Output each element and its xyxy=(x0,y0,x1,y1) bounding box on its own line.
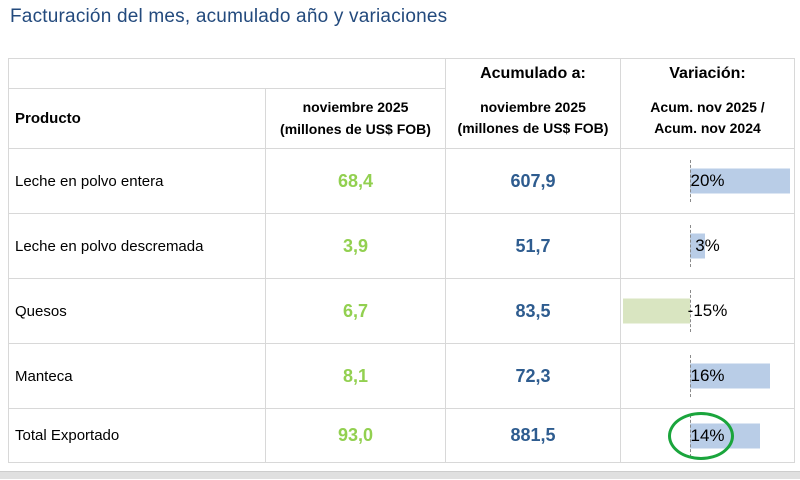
databar-axis xyxy=(690,225,692,267)
product-name: Quesos xyxy=(15,302,67,320)
header-variacion-sub: Acum. nov 2025 / Acum. nov 2024 xyxy=(620,88,795,149)
accumulated-value: 881,5 xyxy=(510,425,556,445)
accumulated-value: 607,9 xyxy=(510,170,556,191)
product-name-cell: Quesos xyxy=(8,278,266,344)
accumulated-value: 72,3 xyxy=(515,365,551,386)
month-value: 3,9 xyxy=(342,235,369,256)
databar xyxy=(690,363,771,389)
variation-cell: -15% xyxy=(620,278,795,344)
header-row-sub: Producto noviembre 2025 (millones de US$… xyxy=(8,88,795,149)
month-value: 6,7 xyxy=(342,300,369,321)
header-month: noviembre 2025 (millones de US$ FOB) xyxy=(265,88,446,149)
variation-cell: 16% xyxy=(620,343,795,409)
month-value: 93,0 xyxy=(337,425,374,445)
databar-axis xyxy=(690,160,692,202)
product-name-cell: Manteca xyxy=(8,343,266,409)
slide-bottom-edge xyxy=(0,471,800,479)
header-acumulado-title: Acumulado a: xyxy=(445,58,621,89)
acumulado-unit-label: (millones de US$ FOB) xyxy=(457,120,609,137)
highlight-circle xyxy=(667,411,734,460)
variation-cell: 3% xyxy=(620,213,795,279)
variation-value: -15% xyxy=(687,301,728,320)
acumulado-title-label: Acumulado a: xyxy=(480,64,586,82)
page-title: Facturación del mes, acumulado año y var… xyxy=(10,6,448,27)
databar xyxy=(690,168,790,194)
accumulated-value-cell: 72,3 xyxy=(445,343,621,409)
table-row: Quesos 6,7 83,5 -15% xyxy=(8,278,795,344)
header-acumulado-sub: noviembre 2025 (millones de US$ FOB) xyxy=(445,88,621,149)
databar xyxy=(690,233,706,259)
table-row: Leche en polvo entera 68,4 607,9 20% xyxy=(8,148,795,214)
month-value-cell: 8,1 xyxy=(265,343,446,409)
header-variacion-title: Variación: xyxy=(620,58,795,89)
month-value: 8,1 xyxy=(342,365,369,386)
variacion-title-label: Variación: xyxy=(669,64,746,82)
month-unit-label: (millones de US$ FOB) xyxy=(280,120,431,137)
table-row-total: Total Exportado 93,0 881,5 14% xyxy=(8,408,795,463)
acumulado-month-label: noviembre 2025 xyxy=(480,98,586,115)
billing-table: Acumulado a: Variación: Producto noviemb… xyxy=(8,58,795,463)
product-name-cell: Leche en polvo entera xyxy=(8,148,266,214)
product-name: Total Exportado xyxy=(15,427,120,444)
accumulated-value-cell: 607,9 xyxy=(445,148,621,214)
product-name-cell: Leche en polvo descremada xyxy=(8,213,266,279)
product-name-cell: Total Exportado xyxy=(8,408,266,463)
variation-value: 3% xyxy=(695,236,720,255)
accumulated-value-cell: 881,5 xyxy=(445,408,621,463)
variation-cell: 14% xyxy=(620,408,795,463)
producto-label: Producto xyxy=(15,110,81,127)
month-value-cell: 6,7 xyxy=(265,278,446,344)
product-name: Manteca xyxy=(15,367,73,385)
product-name: Leche en polvo descremada xyxy=(15,237,204,255)
month-value-cell: 68,4 xyxy=(265,148,446,214)
variacion-ratio-label-2: Acum. nov 2024 xyxy=(654,120,761,137)
month-value-cell: 3,9 xyxy=(265,213,446,279)
variation-value: 16% xyxy=(690,366,725,385)
accumulated-value: 83,5 xyxy=(515,300,551,321)
header-row-top: Acumulado a: Variación: xyxy=(8,58,795,89)
month-value: 68,4 xyxy=(337,170,374,191)
accumulated-value: 51,7 xyxy=(515,235,551,256)
accumulated-value-cell: 51,7 xyxy=(445,213,621,279)
product-name: Leche en polvo entera xyxy=(15,172,164,190)
variacion-ratio-label-1: Acum. nov 2025 / xyxy=(650,98,765,115)
variation-cell: 20% xyxy=(620,148,795,214)
databar xyxy=(623,298,691,324)
variation-value: 20% xyxy=(690,171,725,190)
header-empty-cell xyxy=(8,58,446,89)
databar-axis xyxy=(690,355,692,397)
month-label: noviembre 2025 xyxy=(302,98,409,115)
month-value-cell: 93,0 xyxy=(265,408,446,463)
accumulated-value-cell: 83,5 xyxy=(445,278,621,344)
table-row: Leche en polvo descremada 3,9 51,7 3% xyxy=(8,213,795,279)
databar-axis xyxy=(690,290,692,332)
table-row: Manteca 8,1 72,3 16% xyxy=(8,343,795,409)
header-producto: Producto xyxy=(8,88,266,149)
